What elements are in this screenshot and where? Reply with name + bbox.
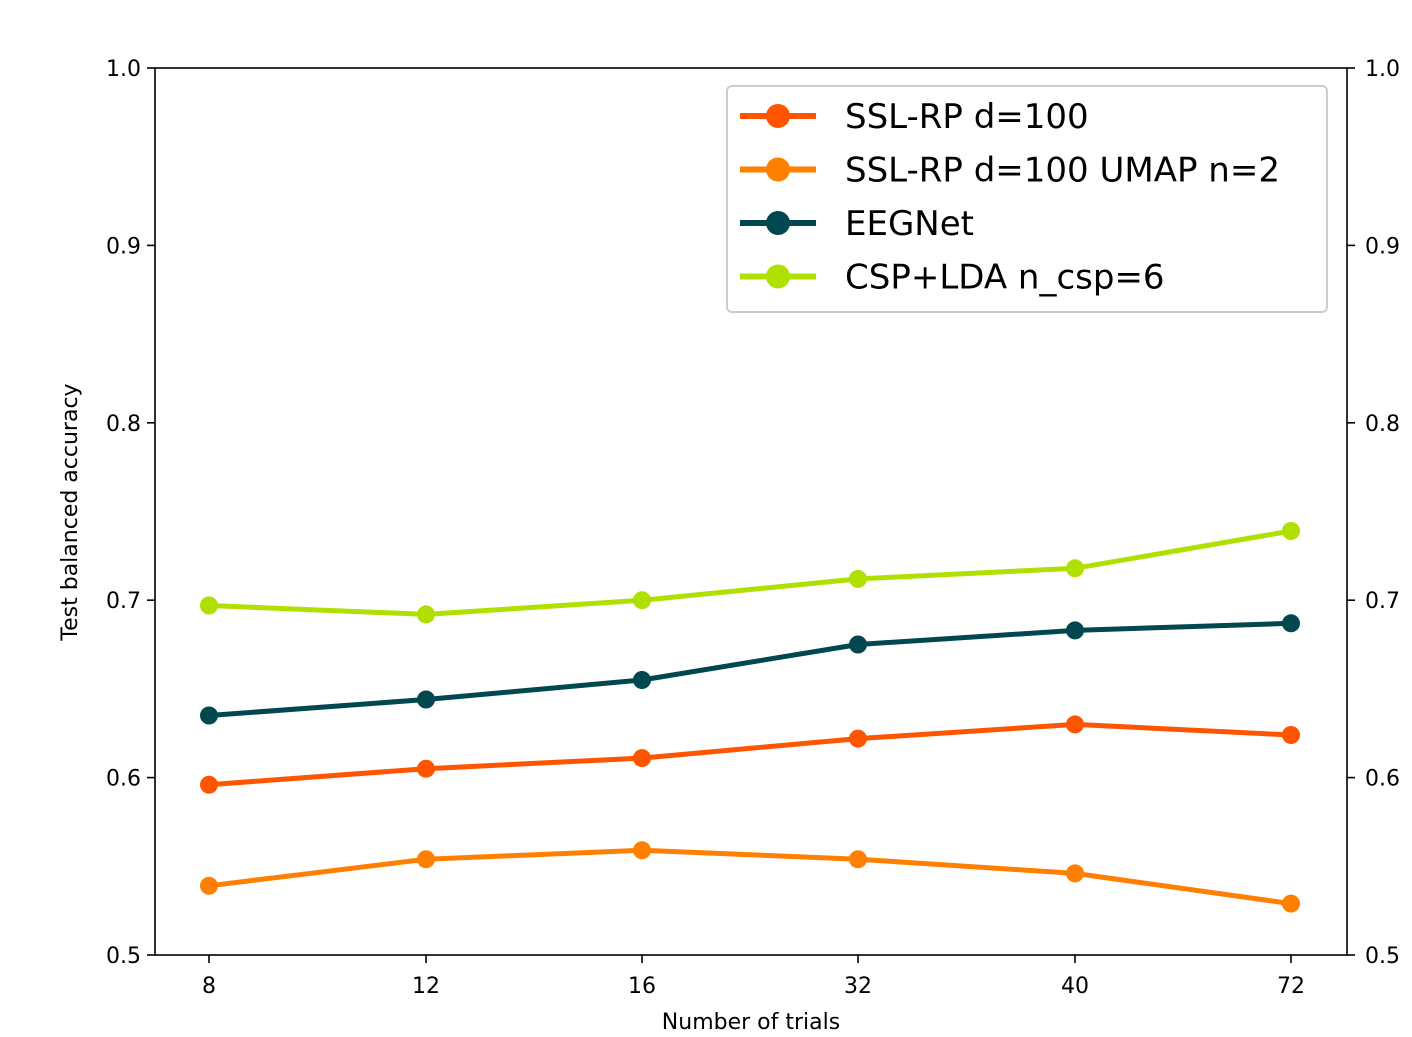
data-point [1066, 559, 1084, 578]
series-2 [200, 841, 1300, 913]
x-tick-label: 8 [202, 974, 216, 999]
legend-marker [766, 104, 790, 128]
data-point [1282, 726, 1300, 744]
data-point [200, 876, 218, 895]
legend-box [726, 85, 1328, 313]
data-point [849, 569, 867, 588]
data-point [633, 841, 651, 860]
data-point [417, 759, 435, 778]
data-point [1282, 894, 1300, 913]
right-y-tick-label: 0.6 [1365, 767, 1400, 792]
series-3 [200, 614, 1300, 725]
data-point [200, 596, 218, 615]
data-point [633, 749, 651, 768]
x-tick-label: 16 [628, 974, 656, 999]
legend-entry: SSL-RP d=100 UMAP n=2 [740, 151, 1280, 191]
right-y-tick-label: 0.8 [1365, 412, 1400, 437]
legend-entry: SSL-RP d=100 [740, 97, 1089, 137]
x-axis-label: Number of trials [662, 1010, 840, 1035]
right-y-tick-label: 1.0 [1365, 57, 1400, 82]
legend: SSL-RP d=100 SSL-RP d=100 UMAP n=2 EEGNet C… [726, 85, 1328, 313]
series-4 [200, 522, 1300, 624]
data-point [1282, 614, 1300, 633]
data-point [1066, 621, 1084, 640]
data-point [200, 775, 218, 794]
right-y-tick-label: 0.5 [1365, 944, 1400, 969]
y-axis-label: Test balanced accuracy [58, 383, 83, 641]
series-line [206, 528, 1294, 617]
left-y-axis: 0.5 0.6 0.7 0.8 0.9 1.0 [106, 57, 155, 969]
x-tick-label: 32 [844, 974, 872, 999]
data-point [849, 850, 867, 869]
data-point [417, 690, 435, 709]
x-tick-label: 72 [1277, 974, 1305, 999]
x-axis: 8 12 16 32 40 72 [202, 955, 1305, 999]
y-tick-label: 0.8 [106, 412, 141, 437]
data-point [1066, 715, 1084, 734]
legend-label: EEGNet [845, 204, 974, 244]
y-tick-label: 1.0 [106, 57, 141, 82]
series-line [206, 620, 1294, 718]
legend-label: SSL-RP d=100 UMAP n=2 [845, 151, 1280, 191]
right-y-axis: 0.5 0.6 0.7 0.8 0.9 1.0 [1347, 57, 1400, 969]
legend-marker [766, 264, 790, 289]
data-point [417, 605, 435, 624]
data-point [200, 706, 218, 725]
series-line [206, 721, 1294, 788]
data-point [849, 729, 867, 748]
legend-label: SSL-RP d=100 [845, 97, 1089, 137]
y-tick-label: 0.5 [106, 944, 141, 969]
right-y-tick-label: 0.7 [1365, 589, 1400, 614]
data-point [633, 671, 651, 689]
legend-marker [766, 211, 790, 235]
legend-entry: EEGNet [740, 204, 974, 244]
data-point [849, 635, 867, 654]
x-tick-label: 12 [412, 974, 440, 999]
y-tick-label: 0.9 [106, 234, 141, 259]
series-line [206, 847, 1294, 907]
y-tick-label: 0.6 [106, 767, 141, 792]
data-point [1282, 522, 1300, 540]
x-tick-label: 40 [1061, 974, 1089, 999]
legend-label: CSP+LDA n_csp=6 [845, 258, 1165, 298]
data-point [1066, 864, 1084, 883]
y-tick-label: 0.7 [106, 589, 141, 614]
series-layer [200, 522, 1300, 913]
series-1 [200, 715, 1300, 794]
data-point [417, 850, 435, 869]
legend-entry: CSP+LDA n_csp=6 [740, 258, 1165, 298]
right-y-tick-label: 0.9 [1365, 234, 1400, 259]
legend-marker [766, 157, 790, 182]
data-point [633, 591, 651, 610]
